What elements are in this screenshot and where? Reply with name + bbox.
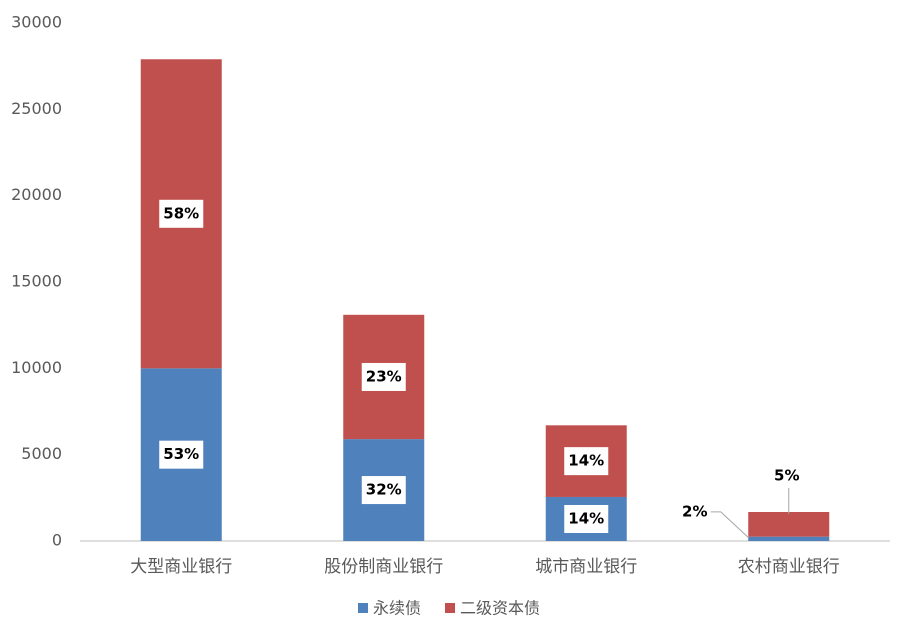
data-label: 2% — [682, 502, 707, 520]
data-label-box — [361, 362, 406, 391]
bar-segment — [748, 511, 830, 537]
y-tick-label: 30000 — [11, 13, 62, 32]
x-tick-label: 股份制商业银行 — [324, 557, 443, 577]
legend-label: 永续债 — [373, 599, 421, 618]
data-label-box — [564, 447, 609, 476]
legend-swatch — [445, 603, 456, 613]
legend-label: 二级资本债 — [460, 599, 540, 618]
data-label: 14% — [568, 509, 604, 527]
data-label: 14% — [568, 452, 604, 470]
y-tick-label: 10000 — [11, 358, 62, 377]
y-tick-label: 25000 — [11, 99, 62, 118]
data-label: 23% — [366, 367, 402, 385]
data-label-box — [159, 440, 204, 469]
data-label: 5% — [774, 466, 799, 484]
data-label: 32% — [366, 481, 402, 499]
leader-line — [710, 511, 750, 539]
data-label-box — [564, 504, 609, 533]
data-label-box — [159, 199, 204, 228]
y-tick-label: 20000 — [11, 185, 62, 204]
y-tick-label: 5000 — [21, 444, 62, 463]
legend-swatch — [358, 603, 368, 613]
y-tick-label: 0 — [52, 531, 62, 550]
data-label-box — [361, 476, 406, 505]
y-tick-label: 15000 — [11, 272, 62, 291]
bar-segment — [748, 536, 830, 541]
x-tick-label: 大型商业银行 — [130, 557, 232, 577]
data-label: 58% — [163, 204, 199, 222]
x-tick-label: 农村商业银行 — [738, 557, 840, 577]
data-label: 53% — [163, 445, 199, 463]
x-tick-label: 城市商业银行 — [535, 557, 637, 577]
